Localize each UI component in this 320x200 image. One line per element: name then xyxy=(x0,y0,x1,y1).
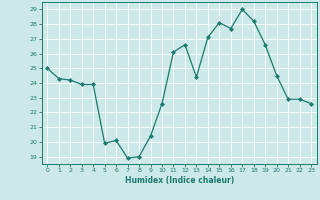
X-axis label: Humidex (Indice chaleur): Humidex (Indice chaleur) xyxy=(124,176,234,185)
